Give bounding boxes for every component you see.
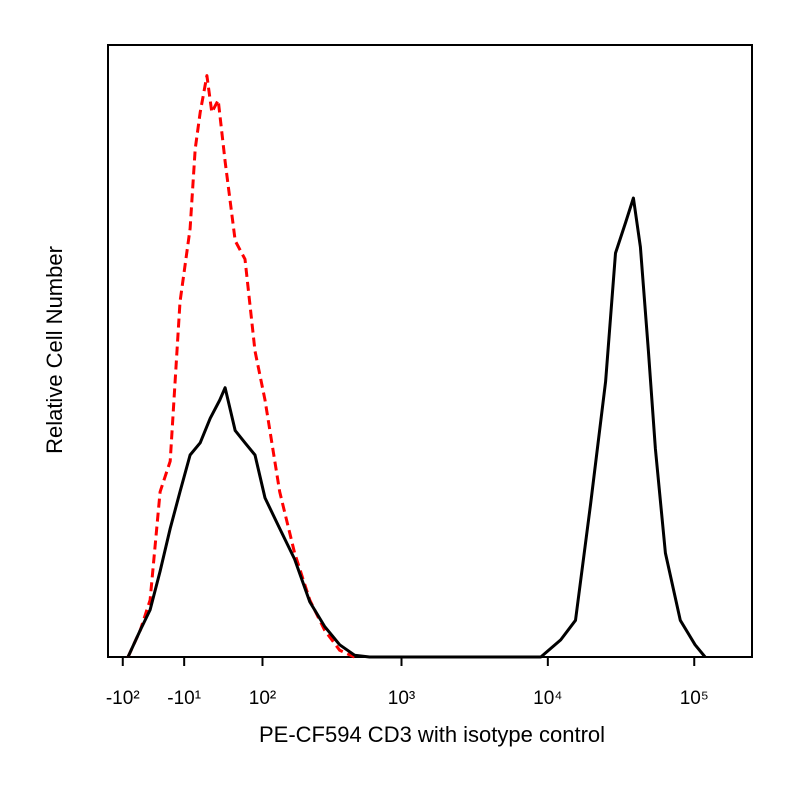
x-tick-label: -10¹: [167, 688, 201, 709]
plot-frame: [107, 44, 753, 658]
x-tick-label: 10⁴: [533, 688, 562, 709]
x-tick-label: -10²: [106, 688, 140, 709]
histogram-line: [126, 196, 707, 659]
y-axis-label: Relative Cell Number: [42, 246, 67, 454]
x-tick-label: 10⁵: [680, 688, 709, 709]
x-tick-label: 10²: [249, 688, 276, 709]
x-tick-label: 10³: [388, 688, 415, 709]
x-axis-label: PE-CF594 CD3 with isotype control: [259, 722, 605, 747]
